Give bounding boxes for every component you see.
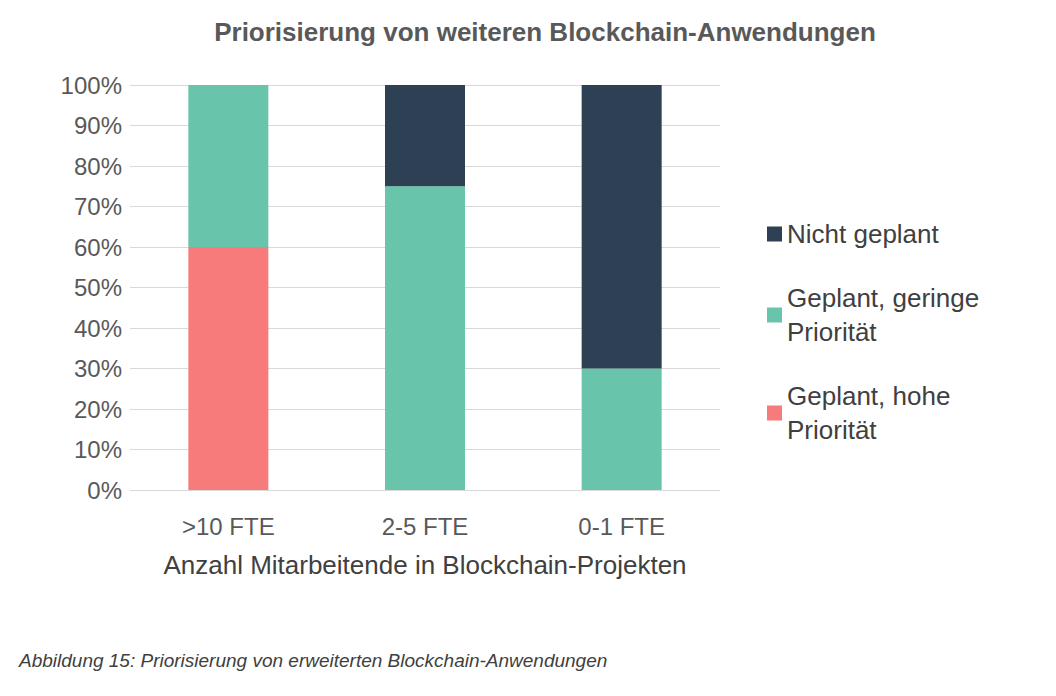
svg-text:30%: 30% bbox=[74, 355, 122, 382]
svg-text:10%: 10% bbox=[74, 436, 122, 463]
svg-text:70%: 70% bbox=[74, 193, 122, 220]
svg-text:Priorisierung von weiteren Blo: Priorisierung von weiteren Blockchain-An… bbox=[214, 17, 876, 47]
svg-text:100%: 100% bbox=[61, 72, 122, 99]
svg-text:Abbildung 15: Priorisierung vo: Abbildung 15: Priorisierung von erweiter… bbox=[18, 650, 607, 671]
svg-text:Priorität: Priorität bbox=[787, 317, 877, 347]
svg-text:80%: 80% bbox=[74, 153, 122, 180]
svg-text:90%: 90% bbox=[74, 112, 122, 139]
svg-text:Nicht geplant: Nicht geplant bbox=[787, 219, 940, 249]
svg-text:0-1 FTE: 0-1 FTE bbox=[578, 513, 665, 540]
svg-text:2-5 FTE: 2-5 FTE bbox=[382, 513, 469, 540]
svg-text:20%: 20% bbox=[74, 396, 122, 423]
svg-text:Priorität: Priorität bbox=[787, 415, 877, 445]
svg-text:0%: 0% bbox=[87, 477, 122, 504]
svg-text:60%: 60% bbox=[74, 234, 122, 261]
svg-text:Geplant, geringe: Geplant, geringe bbox=[787, 283, 986, 313]
svg-text:40%: 40% bbox=[74, 315, 122, 342]
svg-text:>10 FTE: >10 FTE bbox=[182, 513, 275, 540]
svg-text:Geplant, hohe: Geplant, hohe bbox=[787, 381, 958, 411]
svg-text:50%: 50% bbox=[74, 274, 122, 301]
svg-text:Anzahl Mitarbeitende in Blockc: Anzahl Mitarbeitende in Blockchain-Proje… bbox=[163, 550, 686, 580]
